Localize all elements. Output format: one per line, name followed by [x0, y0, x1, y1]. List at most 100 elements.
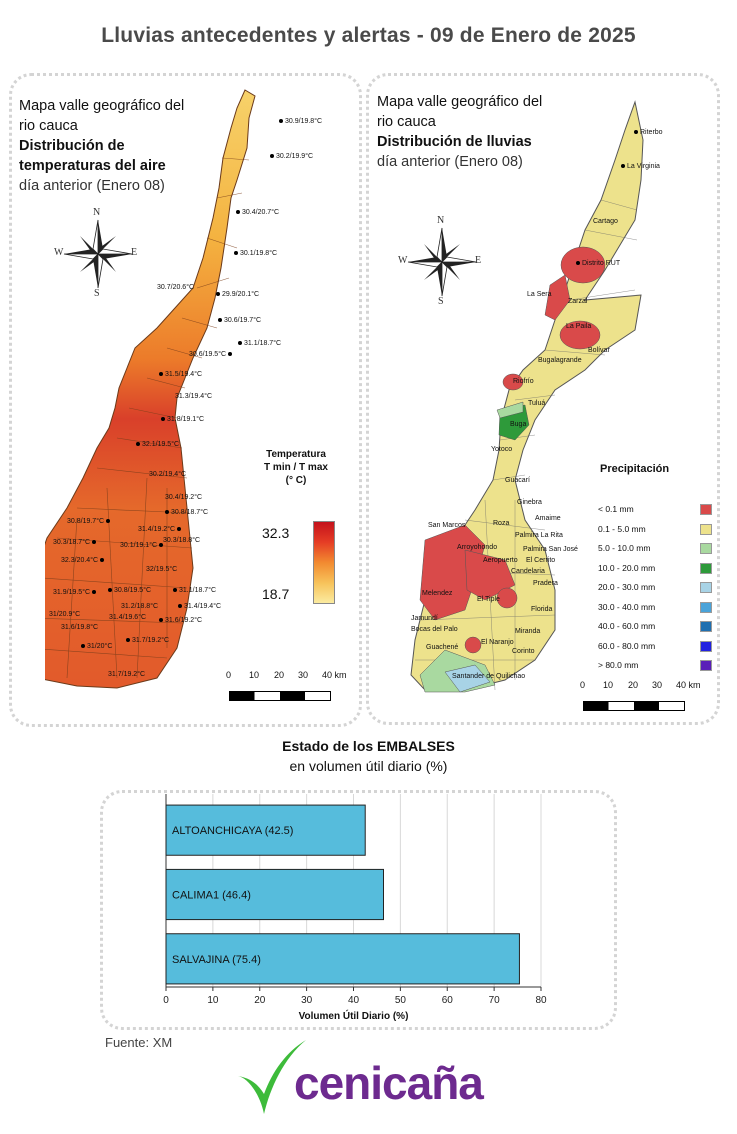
legend-swatch	[700, 621, 712, 632]
rain-place-label: Tuluá	[528, 400, 546, 407]
scale-label: 20	[274, 670, 285, 680]
rain-place-label: Candelaria	[511, 568, 545, 575]
temp-station-label: 31.2/18.8°C	[121, 603, 159, 610]
legend-swatch	[700, 660, 712, 671]
compass-w-label: W	[54, 247, 64, 258]
precipitation-legend: < 0.1 mm 0.1 - 5.0 mm 5.0 - 10.0 mm 10.0…	[598, 500, 718, 676]
legend-title-line3: (° C)	[285, 475, 307, 486]
temp-station-label: 31.4/19.2°C	[138, 526, 183, 533]
temp-station-label: 30.9/19.8°C	[279, 118, 322, 125]
scale-label: 0	[580, 680, 586, 690]
compass-w-label: W	[398, 255, 408, 266]
temp-station-label: 30.3/18.8°C	[163, 537, 201, 544]
temp-station-label: 30.6/19.5°C	[189, 351, 234, 358]
reservoir-bar-chart: 0 10 20 30 40 50 60 70 80 ALTOANCHICAYA (42.5) CAL…	[100, 790, 617, 1030]
rain-place-label: Buga	[510, 421, 527, 428]
rain-place-label: Pradera	[533, 580, 558, 587]
scale-label: 0	[226, 670, 232, 680]
scale-label: 40 km	[322, 670, 347, 680]
temp-station-label: 31.6/19.2°C	[159, 617, 202, 624]
temp-station-label: 30.7/20.6°C	[157, 284, 195, 291]
precipitation-legend-title: Precipitación	[600, 463, 670, 475]
rain-place-label: Distrito RUT	[576, 260, 620, 267]
legend-swatch	[700, 562, 712, 574]
scale-label: 20	[628, 680, 639, 690]
legend-swatch	[700, 523, 712, 535]
x-tick-label: 0	[163, 995, 169, 1006]
temperature-legend-min: 18.7	[262, 586, 290, 602]
temp-station-label: 31/20°C	[81, 643, 112, 650]
rainfall-map	[405, 100, 645, 700]
temp-heading-line5: día anterior (Enero 08)	[19, 178, 165, 194]
temp-station-label: 31.1/18.7°C	[238, 340, 281, 347]
temp-station-label: 31.3/19.4°C	[175, 393, 213, 400]
rain-heading-line3: Distribución de lluvias	[377, 134, 532, 150]
legend-row: 30.0 - 40.0 mm	[598, 598, 718, 618]
temp-heading-line2: rio cauca	[19, 118, 78, 134]
rain-place-label: Aeropuerto	[483, 557, 518, 564]
reservoirs-title: Estado de los EMBALSES	[282, 738, 455, 754]
rain-place-label: Miranda	[515, 628, 541, 635]
x-tick-label: 20	[254, 995, 266, 1006]
legend-swatch	[700, 582, 712, 593]
temperature-color-ramp	[313, 521, 335, 604]
rain-heading-line4: día anterior (Enero 08)	[377, 154, 523, 170]
x-tick-label: 50	[395, 995, 407, 1006]
temp-station-label: 31.7/19.2°C	[108, 671, 146, 678]
compass-rose-icon	[52, 208, 144, 300]
rain-place-label: Bocas del Palo	[411, 626, 458, 633]
temp-station-label: 30.8/18.7°C	[165, 509, 208, 516]
bar	[165, 868, 384, 921]
rain-place-label: Amaime	[535, 515, 561, 522]
temperature-legend-title: Temperatura T min / T max (° C)	[256, 448, 336, 487]
logo-text: cenicaña	[294, 1057, 484, 1109]
rain-place-label: La Paila	[566, 323, 592, 330]
rainfall-panel	[366, 73, 720, 725]
temp-station-label: 31/20.9°C	[49, 611, 81, 618]
rain-place-label: Palmira San José	[523, 546, 578, 553]
rain-place-label: San Marcos	[428, 522, 466, 529]
legend-swatch	[700, 601, 712, 613]
rain-place-label: Guacarí	[505, 477, 530, 484]
temp-station-label: 31.1/18.7°C	[173, 587, 216, 594]
temp-station-label: 30.1/19.8°C	[234, 250, 277, 257]
temp-station-label: 32/19.5°C	[146, 566, 178, 573]
scale-label: 10	[603, 680, 614, 690]
x-tick-label: 80	[535, 995, 547, 1006]
rain-place-label: El Naranjo	[481, 639, 514, 646]
x-tick-label: 30	[301, 995, 313, 1006]
rain-place-label: El Cerrito	[526, 557, 556, 564]
rain-place-label: Riofrío	[513, 378, 534, 385]
reservoirs-chart-panel	[100, 790, 617, 1030]
legend-row: 10.0 - 20.0 mm	[598, 559, 718, 579]
rain-heading-line2: rio cauca	[377, 114, 436, 130]
rain-place-label: Zarzal	[568, 298, 588, 305]
scale-label: 10	[249, 670, 260, 680]
temp-station-label: 30.4/20.7°C	[236, 209, 279, 216]
x-tick-label: 70	[489, 995, 501, 1006]
compass-s-label: S	[438, 296, 444, 307]
scale-label: 30	[298, 670, 309, 680]
x-tick-label: 60	[442, 995, 454, 1006]
temperature-panel-heading: Mapa valle geográfico del rio cauca Dist…	[19, 96, 239, 196]
temp-station-label: 31.7/19.2°C	[126, 637, 169, 644]
rain-place-label: La Virginia	[621, 163, 660, 170]
rain-heading-line1: Mapa valle geográfico del	[377, 94, 543, 110]
rain-place-label: Roza	[493, 520, 510, 527]
temp-station-label: 31.4/19.6°C	[109, 614, 147, 621]
bar	[165, 804, 366, 856]
x-tick-label: 40	[348, 995, 360, 1006]
page-title: Lluvias antecedentes y alertas - 09 de E…	[101, 24, 636, 47]
rain-place-label: Corinto	[512, 648, 535, 655]
scale-bar	[583, 698, 685, 711]
temp-station-label: 32.1/19.5°C	[136, 441, 179, 448]
legend-row: 5.0 - 10.0 mm	[598, 539, 718, 559]
compass-n-label: N	[437, 215, 445, 226]
rain-place-label: Arroyohondo	[457, 544, 498, 551]
temp-station-label: 30.6/19.7°C	[218, 317, 261, 324]
legend-row: 60.0 - 80.0 mm	[598, 637, 718, 657]
rain-place-label: Bolívar	[588, 347, 610, 354]
rain-place-label: Florida	[531, 606, 553, 613]
legend-row: > 80.0 mm	[598, 656, 718, 676]
scale-label: 30	[652, 680, 663, 690]
